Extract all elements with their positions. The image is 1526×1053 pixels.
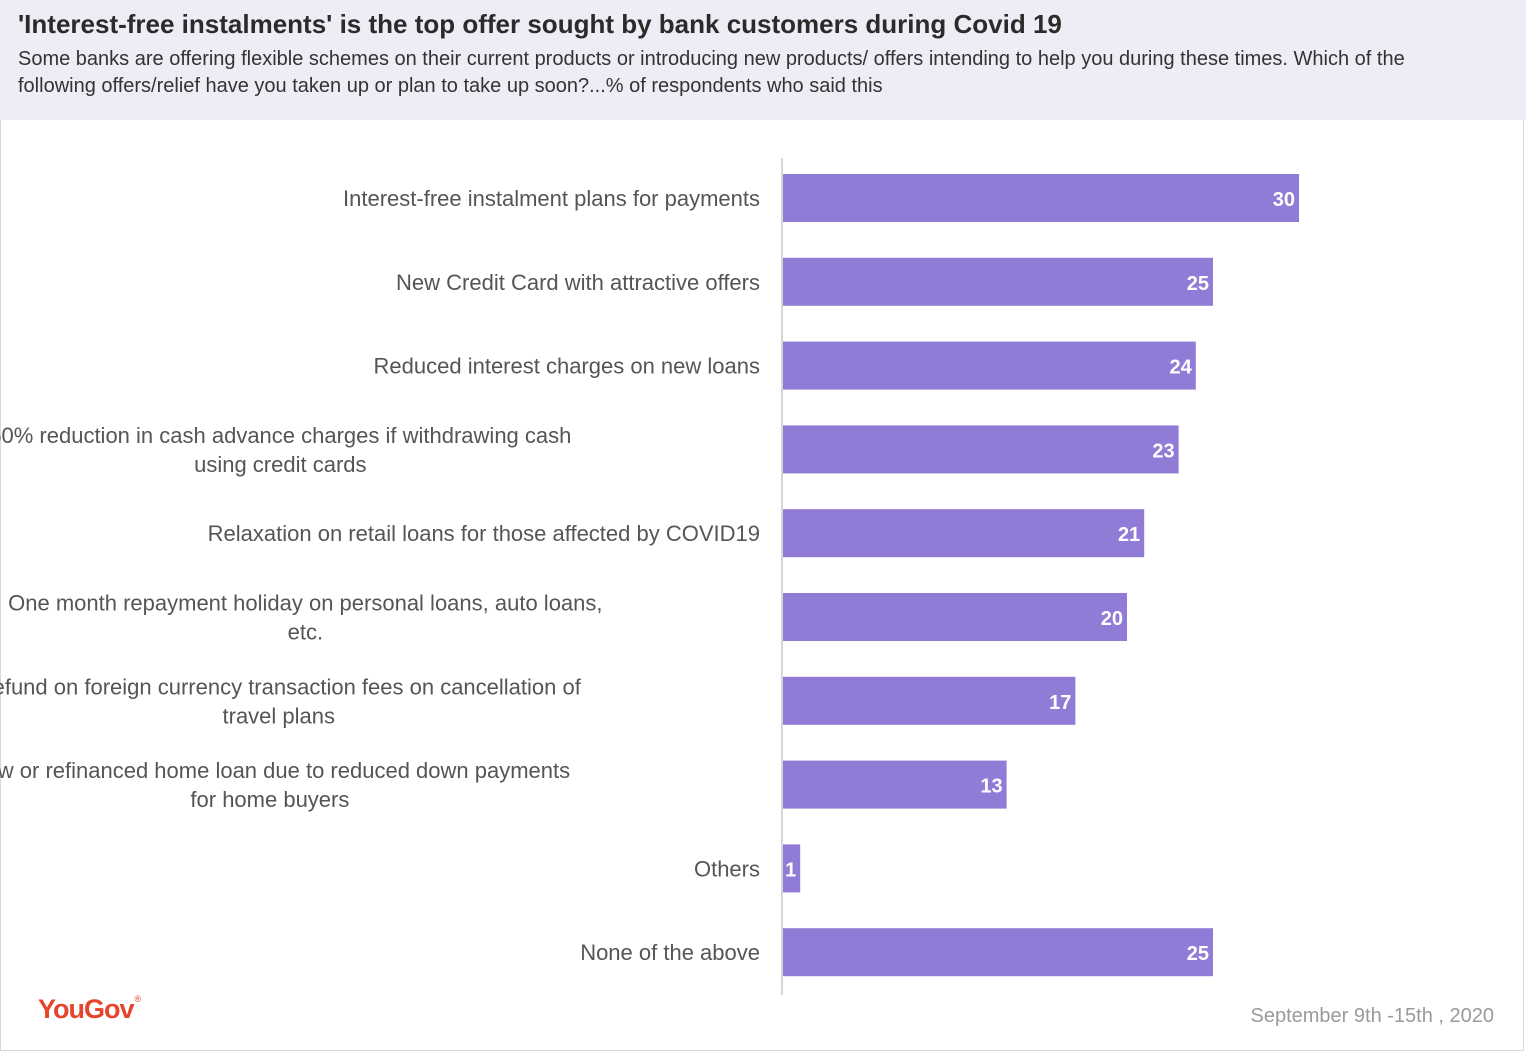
bar <box>783 844 801 893</box>
bar-value-label: 17 <box>1049 692 1071 714</box>
bar <box>783 425 1179 474</box>
bar <box>783 509 1145 558</box>
bar-value-label: 20 <box>1101 608 1123 630</box>
bar <box>783 341 1196 390</box>
category-label: Refund on foreign currency transaction f… <box>0 674 582 728</box>
category-label: None of the above <box>580 940 760 965</box>
category-label: Others <box>694 856 760 881</box>
category-label: Interest-free instalment plans for payme… <box>343 186 760 211</box>
bar-value-label: 1 <box>785 859 796 881</box>
bar-value-label: 13 <box>980 776 1002 798</box>
bar <box>783 257 1213 306</box>
chart-header: 'Interest-free instalments' is the top o… <box>0 0 1526 120</box>
bar-value-label: 21 <box>1118 524 1140 546</box>
chart-title: 'Interest-free instalments' is the top o… <box>18 9 1062 39</box>
yougov-logo: YouGov® <box>38 994 142 1024</box>
bar-value-label: 30 <box>1273 189 1295 211</box>
bar-chart: 30 Interest-free instalment plans for pay… <box>0 158 1299 995</box>
bar <box>783 593 1127 641</box>
bar <box>783 928 1213 977</box>
category-label: Reduced interest charges on new loans <box>374 354 760 379</box>
category-label: 50% reduction in cash advance charges if… <box>0 423 571 477</box>
category-label: New Credit Card with attractive offers <box>396 270 760 295</box>
category-label: One month repayment holiday on personal … <box>8 591 602 645</box>
category-label: New or refinanced home loan due to reduc… <box>0 758 570 812</box>
bar-value-label: 25 <box>1187 943 1209 965</box>
bar-value-label: 24 <box>1170 357 1193 379</box>
bar <box>783 760 1007 809</box>
date-note: September 9th -15th , 2020 <box>1250 1005 1495 1027</box>
brand-name: YouGov <box>38 994 135 1024</box>
chart-subtitle: Some banks are offering flexible schemes… <box>18 48 1405 97</box>
bar-value-label: 25 <box>1187 273 1209 295</box>
bar <box>783 174 1299 222</box>
bar <box>783 676 1076 725</box>
bar-value-label: 23 <box>1152 440 1174 462</box>
category-label: Relaxation on retail loans for those aff… <box>208 521 760 546</box>
